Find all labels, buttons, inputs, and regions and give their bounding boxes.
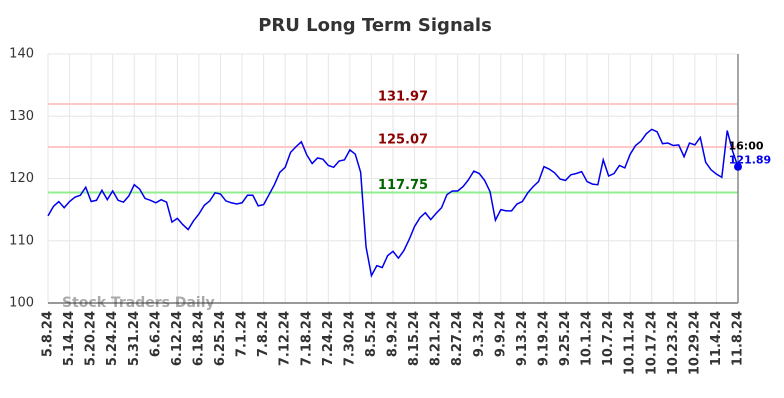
- x-tick-label: 10.11.24: [623, 311, 638, 375]
- x-tick-label: 9.13.24: [515, 311, 530, 366]
- x-tick-label: 8.21.24: [429, 311, 444, 366]
- x-tick-label: 7.8.24: [256, 311, 271, 357]
- x-tick-label: 8.5.24: [364, 311, 379, 357]
- last-value: 121.89: [729, 154, 771, 167]
- y-tick-label: 130: [9, 109, 34, 124]
- x-tick-label: 9.9.24: [493, 311, 508, 357]
- last-time: 16:00: [728, 140, 763, 153]
- chart-title: PRU Long Term Signals: [258, 15, 492, 36]
- x-tick-label: 5.20.24: [84, 311, 99, 366]
- y-tick-label: 100: [9, 296, 34, 311]
- x-tick-label: 7.12.24: [278, 311, 293, 366]
- x-tick-label: 5.24.24: [105, 311, 120, 366]
- last-point: [734, 162, 742, 171]
- x-tick-label: 7.24.24: [321, 311, 336, 366]
- x-tick-label: 7.30.24: [342, 311, 357, 366]
- x-tick-label: 6.25.24: [213, 311, 228, 366]
- x-tick-label: 11.8.24: [731, 311, 746, 366]
- x-tick-label: 9.19.24: [536, 311, 551, 366]
- x-tick-label: 10.7.24: [601, 311, 616, 366]
- x-tick-label: 10.1.24: [580, 311, 595, 366]
- x-tick-label: 5.14.24: [62, 311, 77, 366]
- x-tick-label: 10.23.24: [666, 311, 681, 375]
- y-tick-label: 120: [9, 171, 34, 186]
- y-tick-label: 110: [9, 233, 34, 248]
- x-tick-label: 6.18.24: [191, 311, 206, 366]
- x-tick-label: 8.27.24: [450, 311, 465, 366]
- x-tick-label: 8.9.24: [386, 311, 401, 357]
- x-tick-label: 6.12.24: [170, 311, 185, 366]
- x-tick-label: 7.18.24: [299, 311, 314, 366]
- x-tick-label: 5.8.24: [41, 311, 56, 357]
- x-tick-label: 5.31.24: [127, 311, 142, 366]
- y-tick-label: 140: [9, 47, 34, 62]
- x-tick-label: 6.6.24: [148, 311, 163, 357]
- signal-label: 117.75: [378, 178, 428, 193]
- x-tick-label: 11.4.24: [709, 311, 724, 366]
- x-tick-label: 10.29.24: [687, 311, 702, 375]
- x-tick-label: 8.15.24: [407, 311, 422, 366]
- signal-label: 131.97: [378, 89, 428, 104]
- signal-label: 125.07: [378, 132, 428, 147]
- x-tick-label: 9.3.24: [472, 311, 487, 357]
- x-tick-label: 9.25.24: [558, 311, 573, 366]
- x-tick-label: 7.1.24: [235, 311, 250, 357]
- x-tick-label: 10.17.24: [644, 311, 659, 375]
- price-line: [47, 128, 739, 278]
